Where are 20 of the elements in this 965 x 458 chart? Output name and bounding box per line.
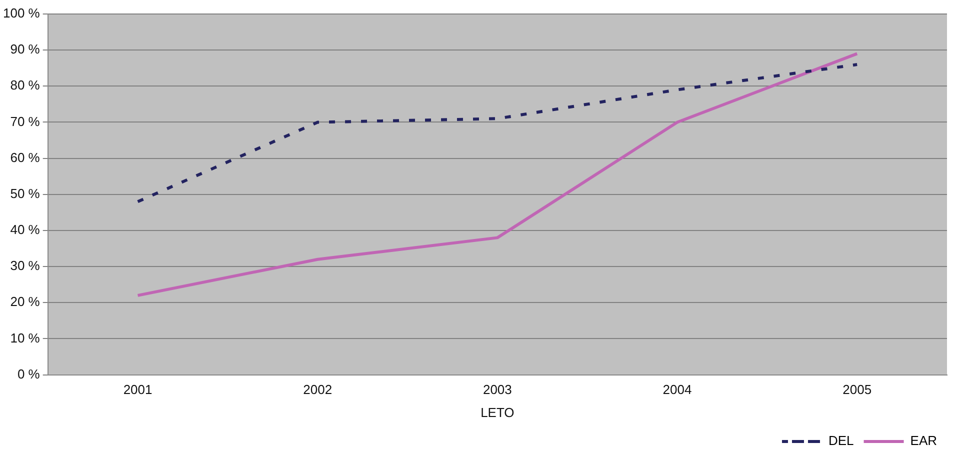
x-tick-label: 2003	[482, 382, 512, 398]
line-series	[136, 63, 859, 204]
x-axis-title: LETO	[480, 404, 514, 420]
y-tick-label: 80 %	[10, 78, 40, 93]
x-tick-label: 2004	[662, 382, 692, 398]
x-tick-label: 2005	[842, 382, 872, 398]
legend-label: EAR	[910, 433, 938, 448]
y-tick-label: 90 %	[10, 42, 40, 57]
x-tick-label: 2001	[123, 382, 152, 398]
y-tick-label: 10 %	[10, 330, 40, 346]
y-tick-label: 100 %	[2, 6, 40, 21]
y-tick-label: 0 %	[17, 366, 40, 382]
y-tick-label: 40 %	[10, 222, 40, 238]
y-tick-label: 60 %	[10, 150, 40, 165]
y-tick-label: 70 %	[10, 114, 40, 129]
y-tick-label: 50 %	[10, 186, 40, 201]
y-tick-label: 30 %	[10, 258, 40, 274]
x-tick-label: 2002	[303, 382, 332, 398]
y-tick-label: 20 %	[10, 294, 40, 310]
legend-label: DEL	[828, 433, 854, 448]
